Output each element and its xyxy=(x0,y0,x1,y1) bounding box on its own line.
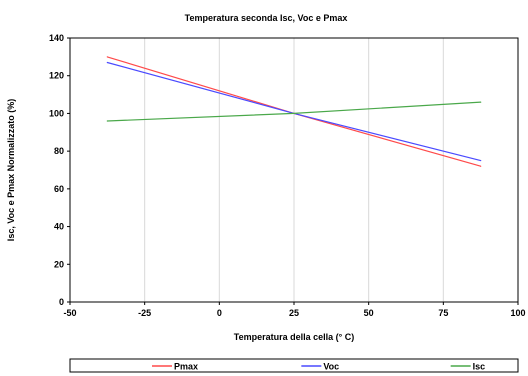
legend-label-isc: Isc xyxy=(473,362,486,372)
legend-box xyxy=(69,358,519,373)
data-point-isc xyxy=(293,112,295,115)
x-tick-label: 75 xyxy=(438,308,448,318)
x-tick-label: 0 xyxy=(217,308,222,318)
y-tick-label: 20 xyxy=(54,259,64,269)
grid xyxy=(144,38,444,302)
x-tick-label: -50 xyxy=(63,308,76,318)
x-axis-label: Temperatura della cella (° C) xyxy=(234,332,354,342)
x-tick-label: 50 xyxy=(364,308,374,318)
y-tick-label: 80 xyxy=(54,146,64,156)
ticks: -50 -25 0 25 50 75 100 0 20 40 60 80 100 120 140 xyxy=(49,33,526,318)
y-tick-label: 40 xyxy=(54,222,64,232)
data-point-pmax xyxy=(106,56,108,58)
legend-label-pmax: Pmax xyxy=(174,362,198,372)
data-point-isc xyxy=(106,120,108,122)
data-point-isc xyxy=(480,101,482,103)
legend-label-voc: Voc xyxy=(323,362,339,372)
y-tick-label: 140 xyxy=(49,33,64,43)
y-tick-label: 100 xyxy=(49,108,64,118)
data-point-voc xyxy=(480,159,482,162)
x-tick-label: -25 xyxy=(138,308,151,318)
data-point-pmax xyxy=(480,165,482,167)
y-axis-label: Isc, Voc e Pmax Normalizzato (%) xyxy=(6,99,16,241)
series xyxy=(106,56,482,167)
x-tick-label: 25 xyxy=(289,308,299,318)
chart-title: Temperatura seconda Isc, Voc e Pmax xyxy=(185,13,348,23)
y-tick-label: 0 xyxy=(59,297,64,307)
y-tick-label: 60 xyxy=(54,184,64,194)
y-tick-label: 120 xyxy=(49,71,64,81)
legend: Pmax Voc Isc xyxy=(152,362,485,372)
x-tick-label: 100 xyxy=(510,308,525,318)
data-point-voc xyxy=(106,61,108,64)
